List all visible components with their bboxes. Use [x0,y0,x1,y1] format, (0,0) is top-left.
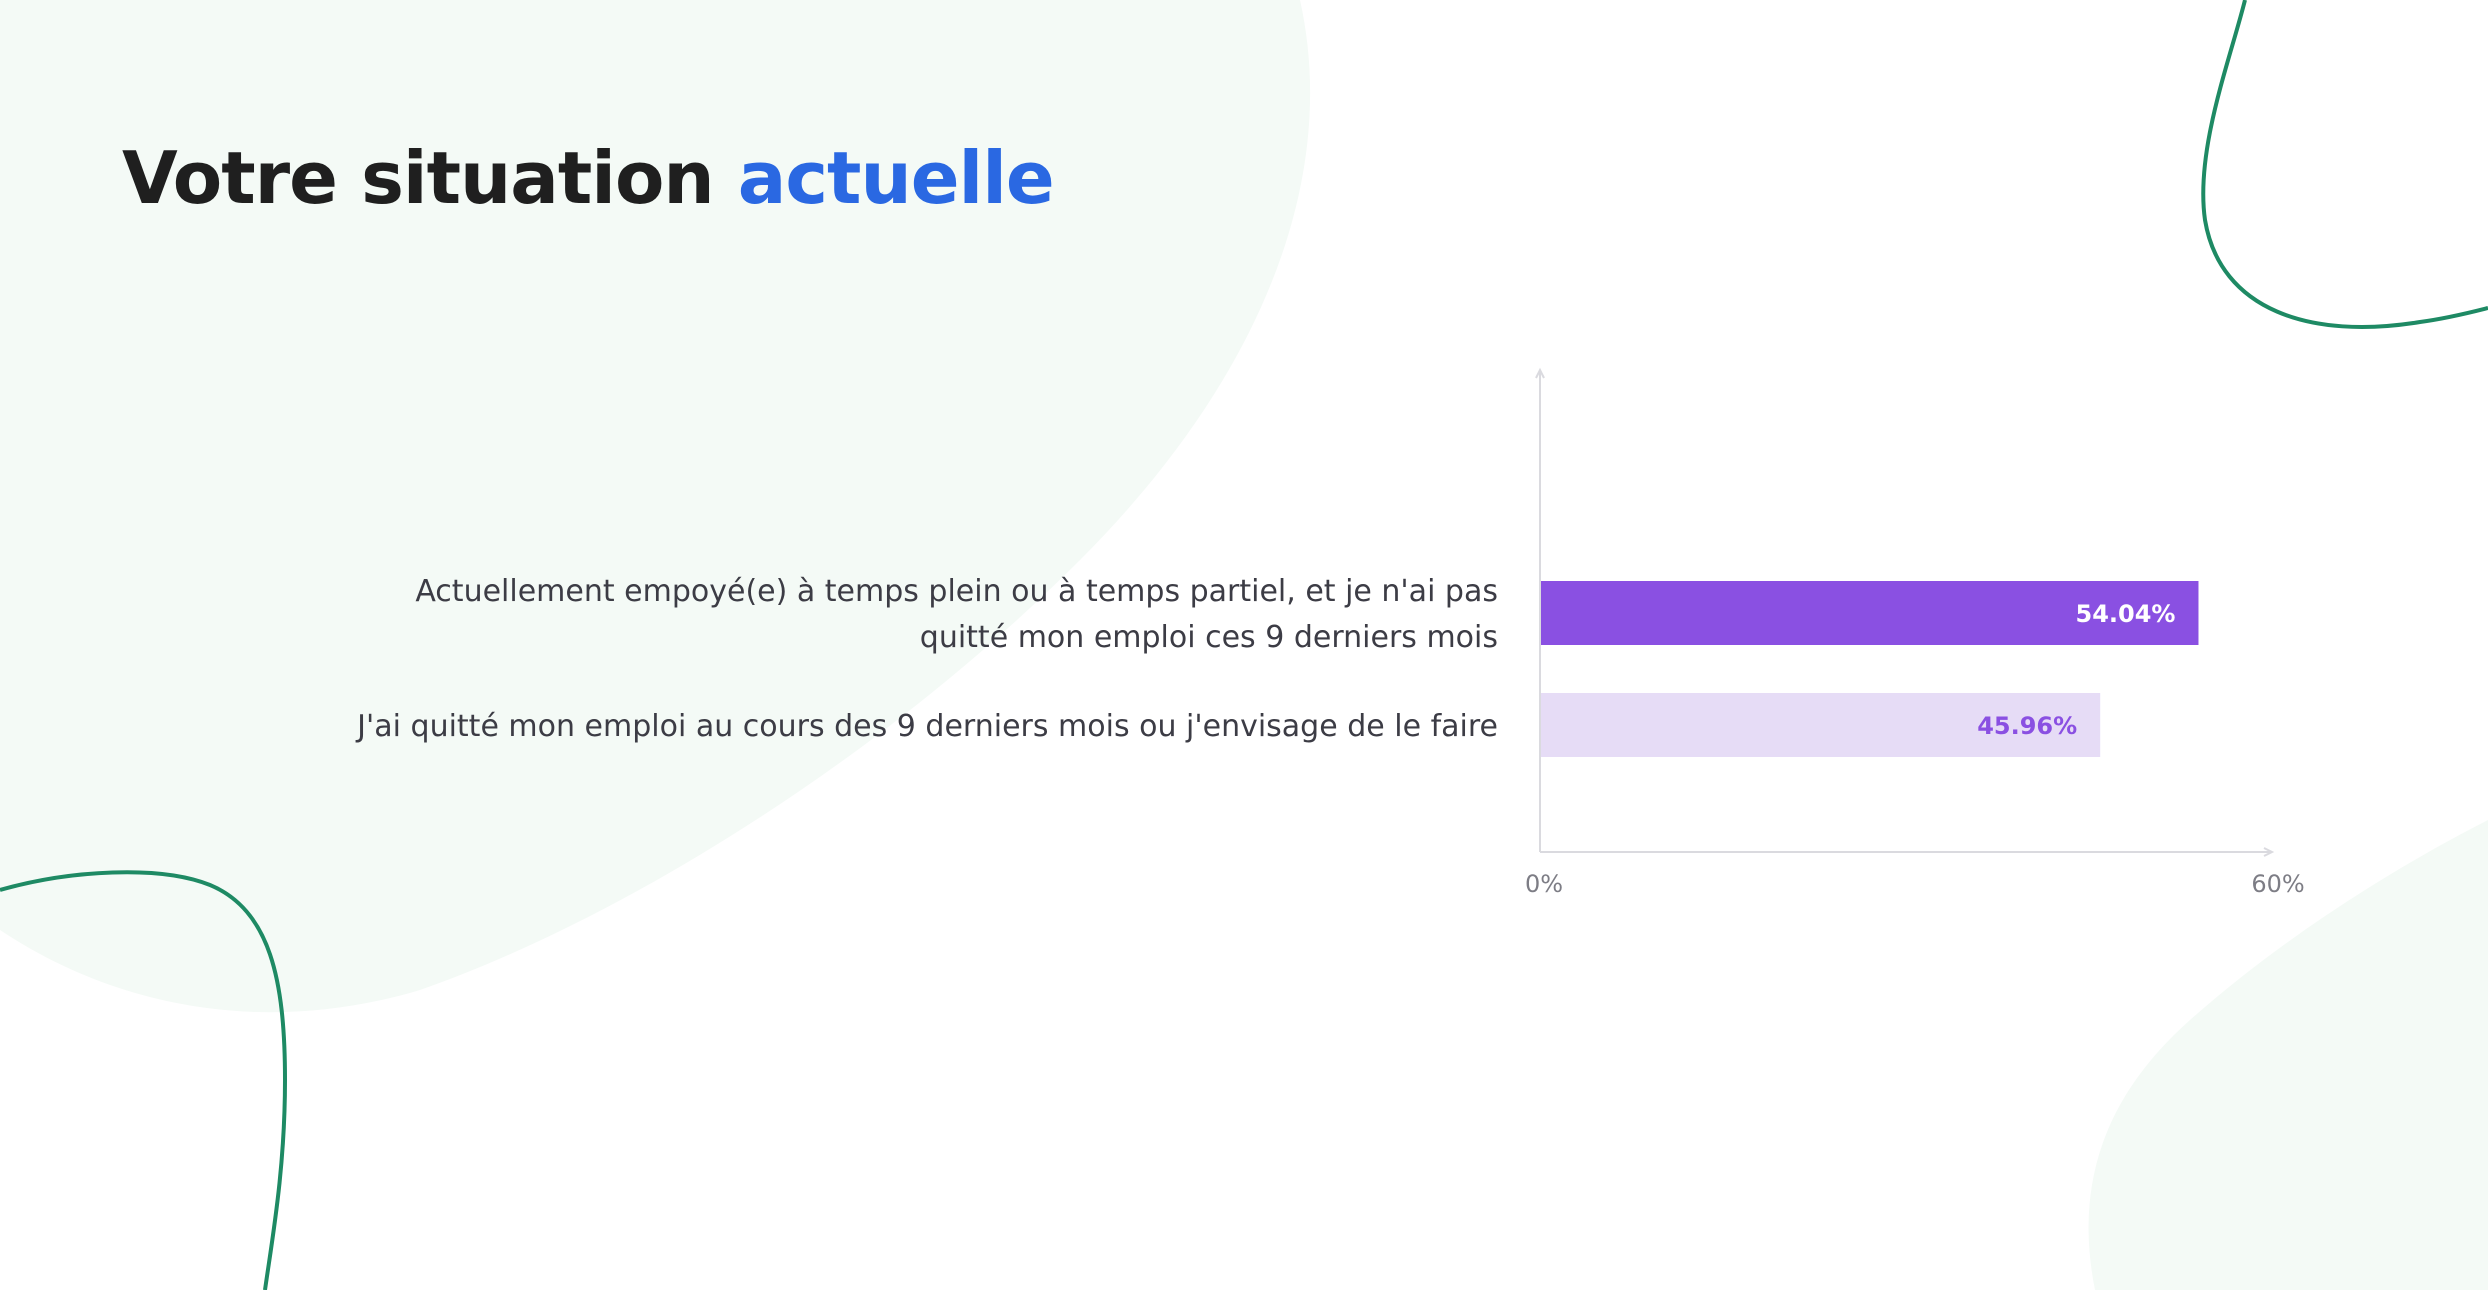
category-label-1-line-1: Actuellement empoyé(e) à temps plein ou … [415,574,1498,609]
bar-1 [1541,581,2199,645]
decorative-curve-top-right [2201,0,2488,329]
y-axis-arrow [1535,367,1545,379]
value-label-1: 54.04% [2076,600,2176,628]
x-tick-label-2: 60% [2251,870,2304,898]
value-label-2: 45.96% [1977,712,2077,740]
category-labels: Actuellement empoyé(e) à temps plein ou … [355,574,1498,744]
page-title: Votre situation actuelle [122,136,1055,220]
category-label-1-line-2: quitté mon emploi ces 9 derniers mois [920,620,1498,655]
category-label-2-line-1: J'ai quitté mon emploi au cours des 9 de… [355,709,1498,744]
decorative-curve-bottom-left [0,870,288,1290]
chart-bars [1541,581,2199,757]
value-labels: 54.04% 45.96% [1977,600,2175,740]
x-tick-label-1: 0% [1525,870,1563,898]
x-axis-arrow [2263,847,2275,857]
chart-axes [1535,367,2275,857]
tick-labels: 0% 60% [1525,870,2305,898]
title-main: Votre situation [122,136,715,220]
background-blob-corner [2088,820,2488,1290]
background-blob-large [0,0,1311,1013]
bar-2 [1541,693,2101,757]
title-accent: actuelle [737,136,1055,220]
